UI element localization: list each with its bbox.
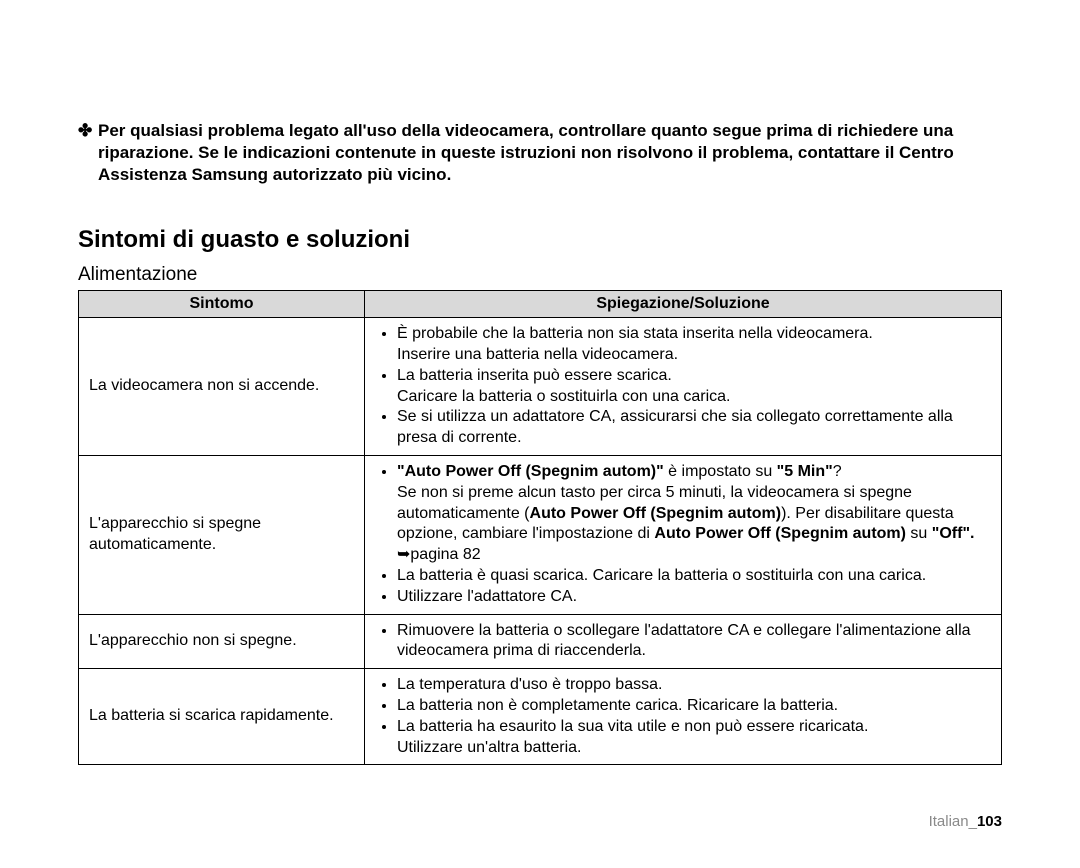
footer-lang: Italian_ <box>929 813 977 830</box>
solution-item: È probabile che la batteria non sia stat… <box>397 324 991 366</box>
solution-item: La batteria ha esaurito la sua vita util… <box>397 717 991 759</box>
solution-item: La batteria è quasi scarica. Caricare la… <box>397 566 991 587</box>
solution-item: Se si utilizza un adattatore CA, assicur… <box>397 407 991 449</box>
page-footer: Italian_103 <box>929 813 1002 830</box>
troubleshooting-table: Sintomo Spiegazione/Soluzione La videoca… <box>78 290 1002 765</box>
solution-cell: È probabile che la batteria non sia stat… <box>365 318 1002 456</box>
solution-cell: "Auto Power Off (Spegnim autom)" è impos… <box>365 456 1002 615</box>
symptom-cell: L'apparecchio non si spegne. <box>79 614 365 669</box>
table-row: La batteria si scarica rapidamente. La t… <box>79 669 1002 765</box>
symptom-cell: La videocamera non si accende. <box>79 318 365 456</box>
symptom-cell: La batteria si scarica rapidamente. <box>79 669 365 765</box>
solution-item: Rimuovere la batteria o scollegare l'ada… <box>397 621 991 663</box>
intro-bullet: ✤ <box>78 120 98 186</box>
col-header-soluzione: Spiegazione/Soluzione <box>365 291 1002 318</box>
intro-text: Per qualsiasi problema legato all'uso de… <box>98 120 1002 186</box>
table-row: La videocamera non si accende. È probabi… <box>79 318 1002 456</box>
subsection-title: Alimentazione <box>78 264 1002 286</box>
solution-item: Utilizzare l'adattatore CA. <box>397 587 991 608</box>
solution-item: La batteria non è completamente carica. … <box>397 696 991 717</box>
manual-page: ✤ Per qualsiasi problema legato all'uso … <box>0 0 1080 868</box>
solution-item: La batteria inserita può essere scarica.… <box>397 366 991 408</box>
solution-item: "Auto Power Off (Spegnim autom)" è impos… <box>397 462 991 566</box>
solution-cell: Rimuovere la batteria o scollegare l'ada… <box>365 614 1002 669</box>
solution-cell: La temperatura d'uso è troppo bassa. La … <box>365 669 1002 765</box>
table-row: L'apparecchio non si spegne. Rimuovere l… <box>79 614 1002 669</box>
symptom-cell: L'apparecchio si spegne automaticamente. <box>79 456 365 615</box>
intro-paragraph: ✤ Per qualsiasi problema legato all'uso … <box>78 120 1002 186</box>
col-header-sintomo: Sintomo <box>79 291 365 318</box>
footer-page-number: 103 <box>977 813 1002 830</box>
table-row: L'apparecchio si spegne automaticamente.… <box>79 456 1002 615</box>
solution-item: La temperatura d'uso è troppo bassa. <box>397 675 991 696</box>
section-title: Sintomi di guasto e soluzioni <box>78 226 1002 254</box>
